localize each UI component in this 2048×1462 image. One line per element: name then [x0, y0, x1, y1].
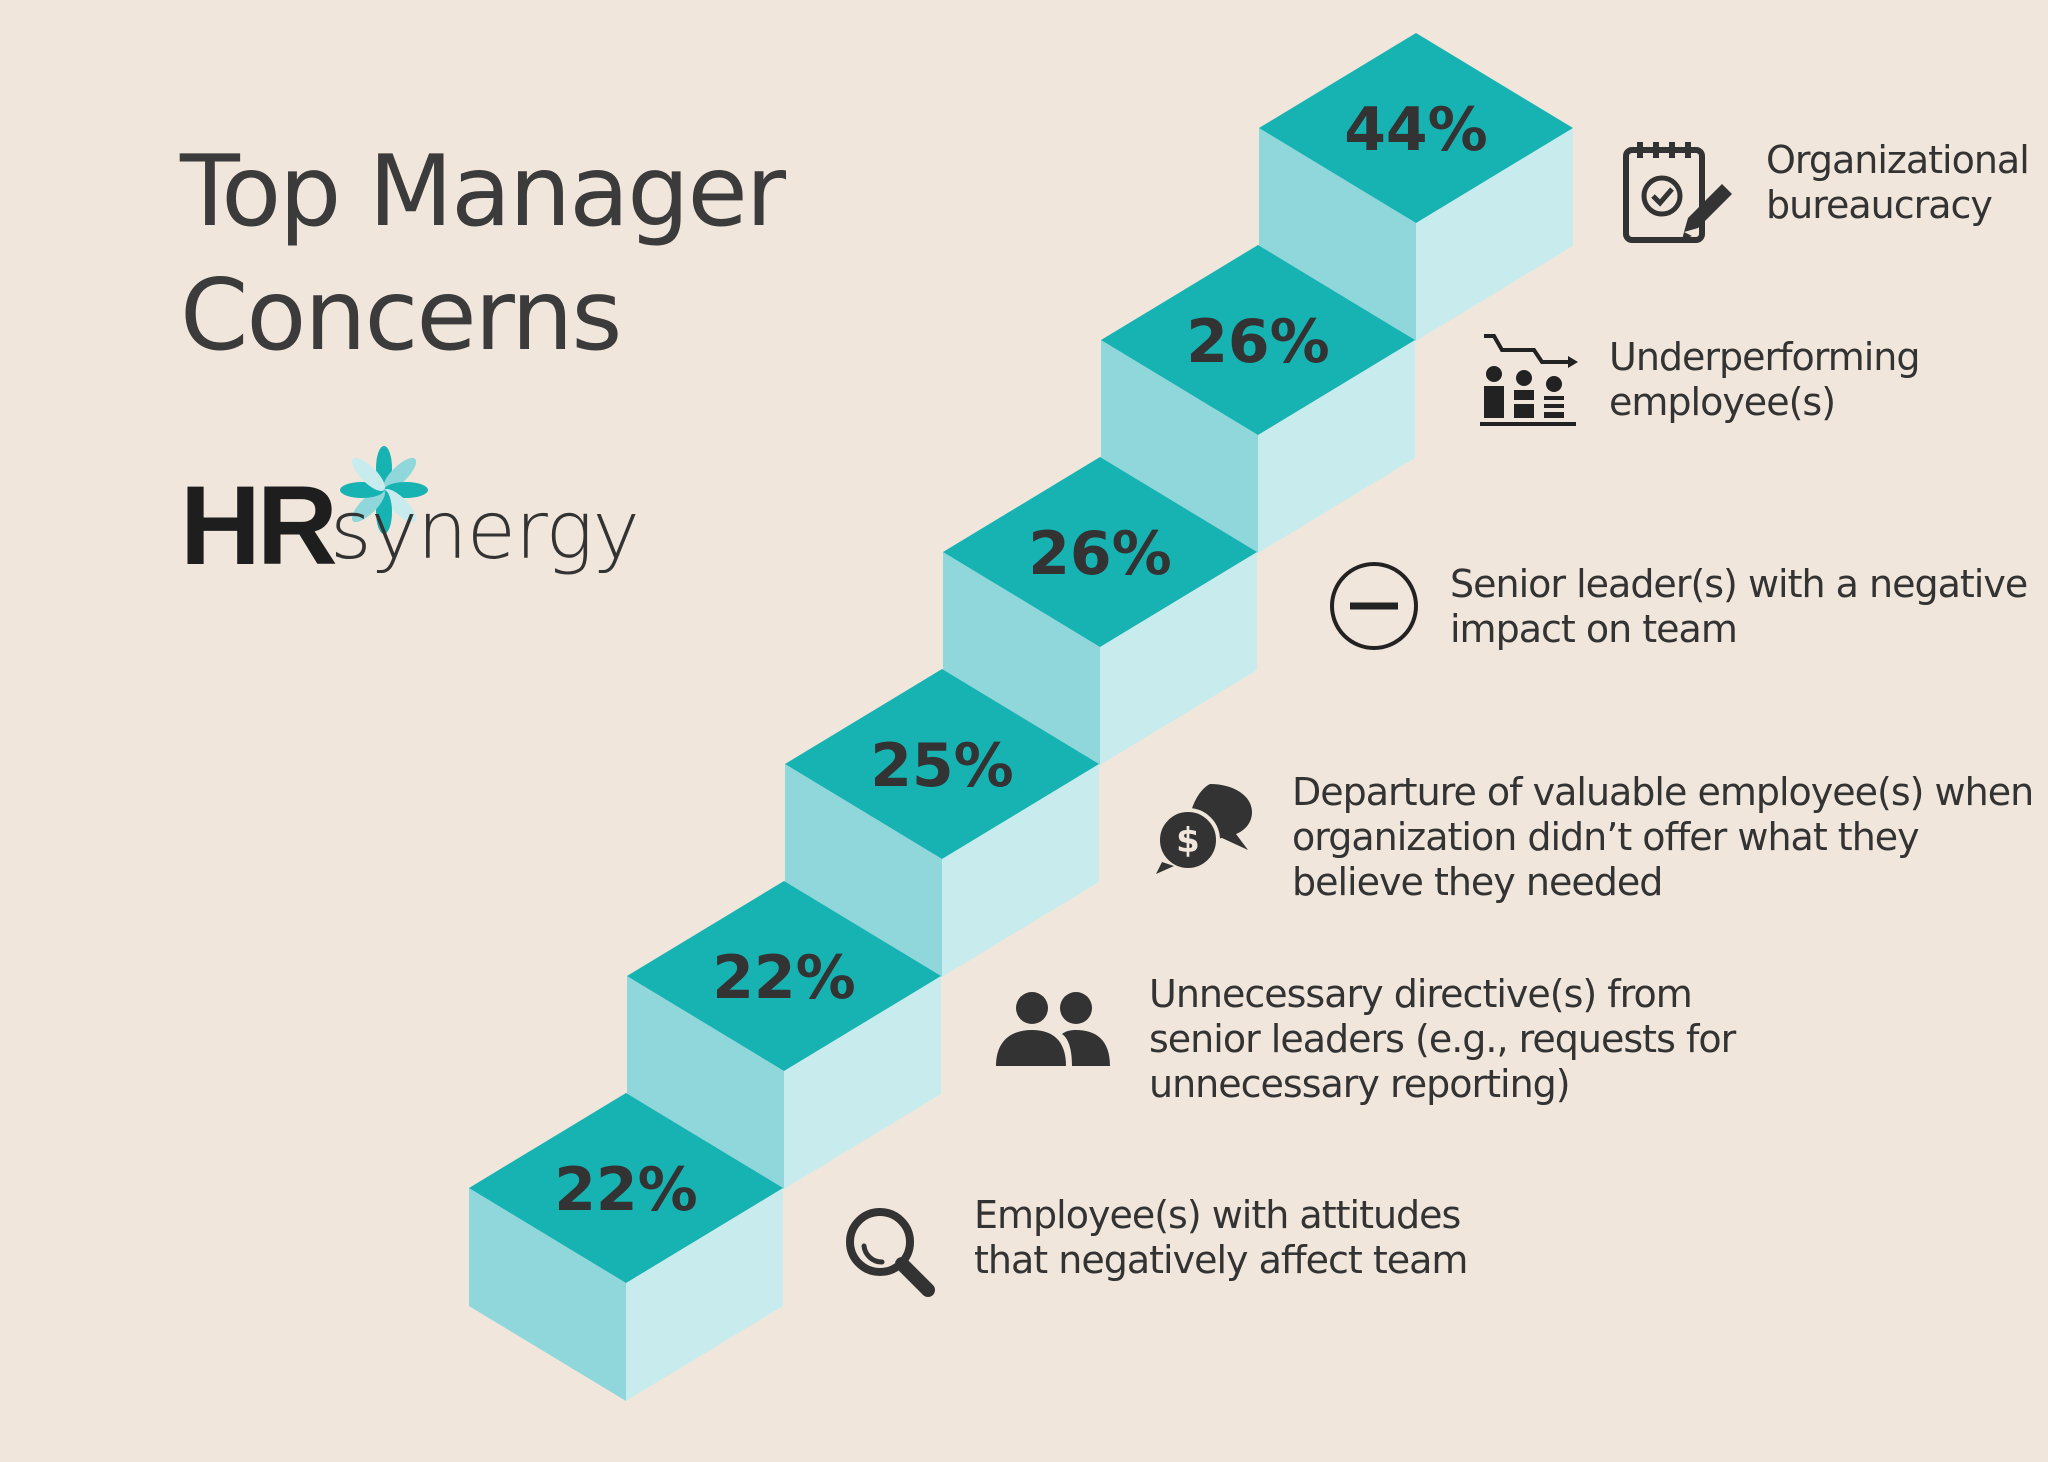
step-5-right-face — [1258, 340, 1415, 553]
flower-petal — [351, 457, 385, 491]
step-2-percent: 22% — [712, 943, 856, 1013]
step-1-right-face — [626, 1188, 783, 1401]
step-5-left-face — [1101, 340, 1258, 553]
step-2-top-face — [627, 881, 941, 1071]
concern-2-line-1: Unnecessary directive(s) from — [1149, 972, 1693, 1016]
minus-circle-icon — [1330, 562, 1418, 650]
title-line-2: Concerns — [180, 259, 622, 373]
concern-6-line-1: Organizational — [1766, 138, 2030, 182]
step-3-top-face — [785, 669, 1099, 859]
concern-2-line-2: senior leaders (e.g., requests for — [1149, 1017, 1736, 1061]
concern-4-line-2: impact on team — [1450, 607, 1738, 651]
logo-hr-text: HR — [180, 463, 338, 588]
concern-3-line-1: Departure of valuable employee(s) when — [1292, 770, 2034, 814]
people-icon — [996, 992, 1110, 1066]
step-3-left-face — [785, 764, 942, 977]
performance-chart-icon — [1480, 334, 1578, 426]
step-4-top-face — [943, 457, 1257, 647]
flower-petal — [383, 489, 417, 523]
step-2-right-face — [784, 976, 941, 1189]
svg-text:$: $ — [1176, 821, 1200, 861]
step-6-top-face — [1259, 33, 1573, 223]
step-6-right-face — [1416, 128, 1573, 341]
step-5-percent: 26% — [1186, 307, 1330, 377]
concern-2-line-3: unnecessary reporting) — [1149, 1062, 1571, 1106]
step-4-right-face — [1100, 552, 1257, 765]
concern-1-line-2: that negatively affect team — [974, 1238, 1468, 1282]
flower-petal — [351, 489, 385, 523]
flower-petal — [383, 457, 417, 491]
calendar-edit-icon — [1623, 142, 1732, 243]
title-line-1: Top Manager — [180, 135, 786, 249]
step-3-right-face — [942, 764, 1099, 977]
chat-dollar-icon: $ — [1156, 784, 1252, 874]
step-1-left-face — [469, 1188, 626, 1401]
step-4-percent: 26% — [1028, 519, 1172, 589]
magnifier-icon — [846, 1208, 935, 1297]
concern-4-line-1: Senior leader(s) with a negative — [1450, 562, 2028, 606]
concern-6-line-2: bureaucracy — [1766, 183, 1993, 227]
page-title: Top Manager Concerns — [180, 130, 786, 378]
concern-3-line-2: organization didn’t offer what they — [1292, 815, 1920, 859]
step-1-top-face — [469, 1093, 783, 1283]
logo-synergy-text: synergy — [330, 484, 640, 577]
step-5-top-face — [1101, 245, 1415, 435]
step-3-percent: 25% — [870, 731, 1014, 801]
hr-synergy-logo: HR synergy — [180, 430, 640, 590]
step-4-left-face — [943, 552, 1100, 765]
step-2-left-face — [627, 976, 784, 1189]
step-6-percent: 44% — [1344, 95, 1488, 165]
concern-5-line-2: employee(s) — [1609, 380, 1836, 424]
concern-3-line-3: believe they needed — [1292, 860, 1663, 904]
concern-1-line-1: Employee(s) with attitudes — [974, 1193, 1461, 1237]
flower-logo-icon — [340, 446, 428, 534]
step-1-percent: 22% — [554, 1155, 698, 1225]
step-6-left-face — [1259, 128, 1416, 341]
concern-5-line-1: Underperforming — [1609, 335, 1921, 379]
